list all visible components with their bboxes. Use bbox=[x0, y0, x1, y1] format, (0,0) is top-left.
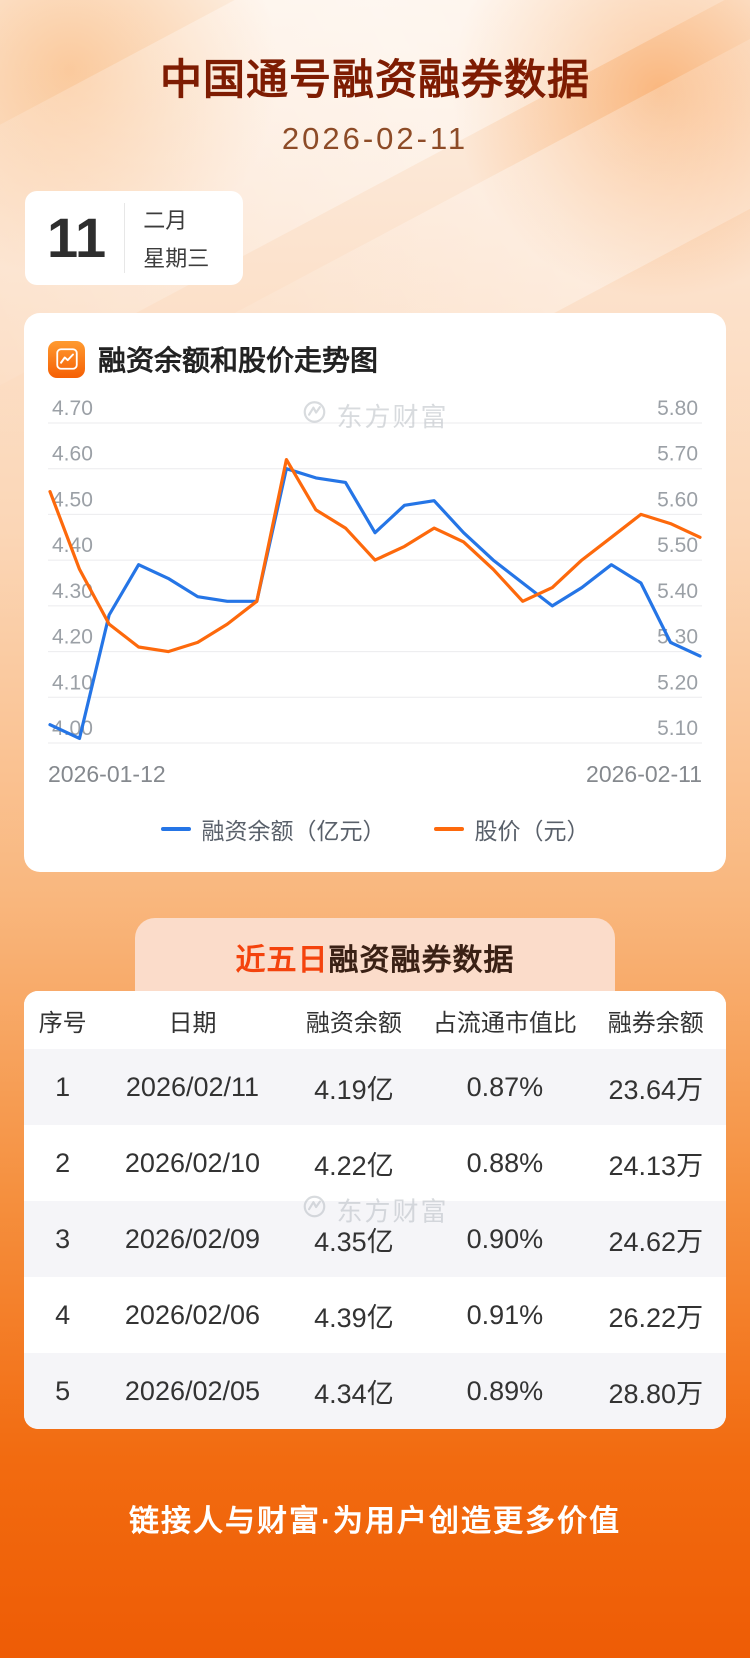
table-cell: 4.19亿 bbox=[314, 1074, 394, 1105]
right-axis-tick: 5.50 bbox=[657, 534, 698, 557]
series-line-margin-balance bbox=[48, 467, 702, 740]
table-header-cell: 融资余额 bbox=[283, 991, 425, 1049]
table-row: 1 2026/02/11 4.19亿 0.87% 23.64万 bbox=[24, 1049, 726, 1125]
table-cell: 2026/02/09 bbox=[124, 1223, 261, 1254]
date-month-weekday: 二月 星期三 bbox=[124, 203, 209, 273]
date-month: 二月 bbox=[143, 208, 188, 233]
legend-item: 融资余额（亿元） bbox=[160, 812, 386, 846]
series-line-stock-price bbox=[48, 457, 702, 654]
line-chart: 4.70 5.80 4.60 5.70 4.50 5.60 4.40 5.50 4.30 5.40… bbox=[48, 393, 702, 755]
x-axis-label-start: 2026-01-12 bbox=[48, 761, 166, 787]
legend-item: 股价（元） bbox=[433, 812, 590, 846]
table-cell: 0.90% bbox=[466, 1223, 544, 1254]
chart-header: 融资余额和股价走势图 bbox=[48, 339, 702, 379]
table-cell: 28.80万 bbox=[608, 1378, 704, 1409]
right-axis-tick: 5.30 bbox=[657, 626, 698, 649]
table-cell: 0.87% bbox=[466, 1071, 544, 1102]
right-axis-tick: 5.10 bbox=[657, 717, 698, 740]
table-header-cell: 占流通市值比 bbox=[424, 991, 586, 1049]
table-cell: 23.64万 bbox=[608, 1074, 704, 1105]
table-cell: 4.35亿 bbox=[314, 1226, 394, 1257]
legend-swatch bbox=[160, 827, 191, 831]
table-header-cell: 融券余额 bbox=[585, 991, 726, 1049]
date-card: 11 二月 星期三 bbox=[25, 191, 244, 285]
right-axis-tick: 5.60 bbox=[657, 488, 698, 511]
table-row: 2 2026/02/10 4.22亿 0.88% 24.13万 bbox=[24, 1125, 726, 1201]
table-cell: 24.13万 bbox=[608, 1150, 704, 1181]
chart-title: 融资余额和股价走势图 bbox=[98, 345, 379, 376]
table-card: 东方财富 序号 日期 融资余额 占流通市值比 融券余额 1 2026/02/11 4.19亿 0… bbox=[24, 991, 726, 1429]
table-cell: 3 bbox=[55, 1223, 71, 1254]
table-cell: 2 bbox=[55, 1147, 71, 1178]
table-cell: 2026/02/11 bbox=[125, 1071, 260, 1102]
table-cell: 4.39亿 bbox=[314, 1302, 394, 1333]
left-axis-tick: 4.70 bbox=[52, 397, 93, 420]
table-row: 4 2026/02/06 4.39亿 0.91% 26.22万 bbox=[24, 1277, 726, 1353]
table-cell: 4.22亿 bbox=[314, 1150, 394, 1181]
table-title-highlight: 近五日 bbox=[235, 944, 329, 977]
table-header-cell: 序号 bbox=[24, 991, 102, 1049]
table-section: 近五日融资融券数据 东方财富 序号 日期 融资余额 占流通市值比 融券余额 1 2026/0… bbox=[0, 918, 750, 1429]
line-chart-icon bbox=[48, 340, 85, 378]
right-axis-tick: 5.40 bbox=[657, 580, 698, 603]
table-cell: 4.34亿 bbox=[314, 1378, 394, 1409]
header-date: 2026-02-11 bbox=[281, 121, 469, 156]
left-axis-tick: 4.50 bbox=[52, 488, 93, 511]
date-weekday: 星期三 bbox=[143, 246, 210, 271]
left-axis-tick: 4.20 bbox=[52, 626, 93, 649]
table-header-cell: 日期 bbox=[101, 991, 284, 1049]
table-cell: 2026/02/06 bbox=[124, 1299, 261, 1330]
table-cell: 2026/02/10 bbox=[124, 1147, 261, 1178]
table-row: 5 2026/02/05 4.34亿 0.89% 28.80万 bbox=[24, 1353, 726, 1429]
footer-slogan: 链接人与财富·为用户创造更多价值 bbox=[129, 1505, 621, 1538]
right-axis-tick: 5.70 bbox=[657, 443, 698, 466]
table-cell: 0.91% bbox=[466, 1299, 544, 1330]
table-cell: 0.89% bbox=[466, 1375, 544, 1406]
left-axis-tick: 4.10 bbox=[52, 671, 93, 694]
table-cell: 5 bbox=[55, 1375, 71, 1406]
right-axis-tick: 5.80 bbox=[657, 397, 698, 420]
table-header-row: 序号 日期 融资余额 占流通市值比 融券余额 bbox=[24, 991, 726, 1049]
x-axis-label-end: 2026-02-11 bbox=[586, 761, 702, 787]
left-axis-tick: 4.30 bbox=[52, 580, 93, 603]
right-axis-tick: 5.20 bbox=[657, 671, 698, 694]
table-cell: 1 bbox=[55, 1071, 71, 1102]
table-cell: 26.22万 bbox=[608, 1302, 704, 1333]
margin-data-table: 序号 日期 融资余额 占流通市值比 融券余额 1 2026/02/11 4.19亿 0.87% 2… bbox=[24, 991, 726, 1429]
table-cell: 24.62万 bbox=[608, 1226, 704, 1257]
legend-swatch bbox=[433, 827, 464, 831]
date-day: 11 bbox=[47, 206, 107, 269]
left-axis-tick: 4.60 bbox=[52, 443, 93, 466]
legend-label: 融资余额（亿元） bbox=[201, 818, 386, 844]
table-cell: 4 bbox=[55, 1299, 71, 1330]
legend-label: 股价（元） bbox=[474, 818, 590, 844]
table-title-rest: 融资融券数据 bbox=[328, 944, 515, 977]
chart-card: 融资余额和股价走势图 东方财富 4.70 5.80 4.60 5.70 4.50 5.60… bbox=[24, 313, 726, 872]
page-title: 中国通号融资融券数据 bbox=[159, 56, 590, 103]
table-cell: 2026/02/05 bbox=[124, 1375, 261, 1406]
table-row: 3 2026/02/09 4.35亿 0.90% 24.62万 bbox=[24, 1201, 726, 1277]
table-cell: 0.88% bbox=[466, 1147, 544, 1178]
chart-legend: 融资余额（亿元） 股价（元） bbox=[48, 812, 702, 846]
left-axis-tick: 4.40 bbox=[52, 534, 93, 557]
x-axis: 2026-01-12 2026-02-11 bbox=[48, 761, 702, 788]
